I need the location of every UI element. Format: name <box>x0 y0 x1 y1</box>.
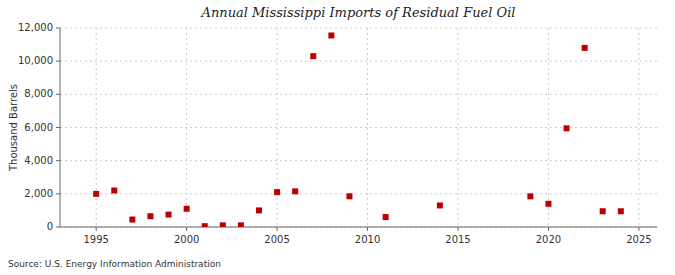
point <box>600 208 606 214</box>
point <box>618 208 624 214</box>
grid-line <box>60 160 657 161</box>
grid-line <box>186 28 187 227</box>
point <box>147 213 153 219</box>
point <box>545 201 551 207</box>
grid-line <box>60 193 657 194</box>
tick-label: 2010 <box>355 234 380 245</box>
point <box>437 202 443 208</box>
tick <box>56 193 60 194</box>
point <box>383 214 389 220</box>
point <box>328 32 334 38</box>
point <box>274 189 280 195</box>
tick <box>367 227 368 231</box>
point <box>582 45 588 51</box>
grid-line <box>277 28 278 227</box>
point <box>184 206 190 212</box>
tick-label: 6,000 <box>24 122 53 133</box>
point <box>166 212 172 218</box>
source-note: Source: U.S. Energy Information Administ… <box>8 259 221 269</box>
point <box>564 125 570 131</box>
tick <box>56 61 60 62</box>
tick <box>548 227 549 231</box>
point <box>111 188 117 194</box>
tick <box>638 227 639 231</box>
tick-label: 12,000 <box>18 22 53 33</box>
point <box>238 222 244 227</box>
grid-line <box>367 28 368 227</box>
tick-label: 8,000 <box>24 88 53 99</box>
tick <box>56 94 60 95</box>
point <box>346 193 352 199</box>
point <box>220 222 226 227</box>
point <box>292 188 298 194</box>
axes: 0 2,000 4,000 6,000 8,000 10,000 12,000 1995 200… <box>18 22 657 245</box>
grid <box>60 28 657 227</box>
point <box>527 193 533 199</box>
tick-label: 10,000 <box>18 55 53 66</box>
grid-line <box>458 28 459 227</box>
grid-line <box>548 28 549 227</box>
tick <box>277 227 278 231</box>
tick <box>56 160 60 161</box>
points <box>93 32 624 227</box>
tick-label: 2015 <box>445 234 470 245</box>
tick <box>458 227 459 231</box>
tick-label: 1995 <box>83 234 108 245</box>
grid-line <box>60 28 657 29</box>
tick-label: 2005 <box>264 234 289 245</box>
tick-label: 2,000 <box>24 188 53 199</box>
point <box>129 217 135 223</box>
tick-label: 4,000 <box>24 155 53 166</box>
tick <box>186 227 187 231</box>
point <box>310 53 316 59</box>
y-axis-line <box>60 28 61 227</box>
tick-label: 2020 <box>536 234 561 245</box>
grid-line <box>638 28 639 227</box>
tick <box>56 127 60 128</box>
grid-line <box>60 227 657 228</box>
tick-label: 2000 <box>174 234 199 245</box>
tick <box>56 227 60 228</box>
tick-label: 2025 <box>626 234 651 245</box>
tick-label: 0 <box>47 221 53 232</box>
x-axis-line <box>60 227 657 228</box>
point <box>256 207 262 213</box>
tick <box>56 28 60 29</box>
title: Annual Mississippi Imports of Residual F… <box>201 5 516 20</box>
tick <box>96 227 97 231</box>
grid-line <box>60 94 657 95</box>
chart: 0 2,000 4,000 6,000 8,000 10,000 12,000 1995 200… <box>0 0 675 275</box>
y-axis-label: Thousand Barrels <box>8 84 19 172</box>
grid-line <box>96 28 97 227</box>
grid-line <box>60 61 657 62</box>
point <box>93 191 99 197</box>
point <box>202 223 208 227</box>
